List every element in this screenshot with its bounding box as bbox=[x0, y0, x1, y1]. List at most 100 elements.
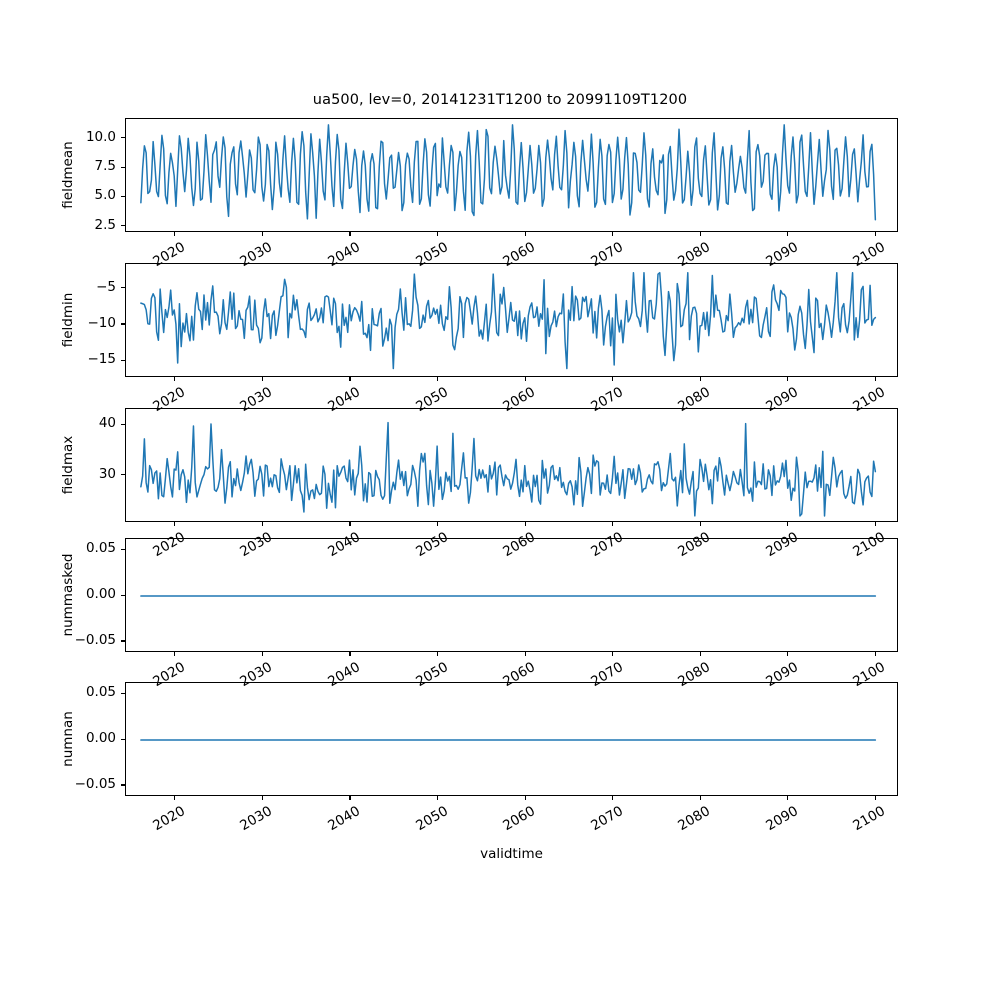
subplot-fieldmax bbox=[125, 408, 898, 522]
y-tick-mark bbox=[121, 640, 125, 642]
y-tick-label: 0.05 bbox=[85, 684, 116, 701]
x-tick-mark bbox=[699, 232, 701, 236]
x-tick-mark bbox=[699, 522, 701, 526]
series-line-fieldmax bbox=[140, 421, 877, 517]
x-tick-label: 2080 bbox=[675, 803, 714, 835]
x-tick-mark bbox=[174, 377, 176, 381]
subplot-fieldmean bbox=[125, 118, 898, 232]
y-tick-mark bbox=[121, 323, 125, 325]
x-tick-mark bbox=[349, 232, 351, 236]
x-tick-mark bbox=[787, 232, 789, 236]
y-axis-label-nummasked: nummasked bbox=[60, 553, 76, 637]
x-tick-mark bbox=[437, 796, 439, 800]
x-tick-mark bbox=[437, 522, 439, 526]
y-tick-label: 10.0 bbox=[85, 128, 116, 145]
subplot-numnan bbox=[125, 682, 898, 796]
x-tick-mark bbox=[174, 522, 176, 526]
y-tick-mark bbox=[121, 594, 125, 596]
x-tick-mark bbox=[174, 232, 176, 236]
y-tick-label: −10 bbox=[87, 314, 117, 331]
x-tick-mark bbox=[612, 377, 614, 381]
x-tick-mark bbox=[261, 796, 264, 800]
y-axis-label-fieldmin: fieldmin bbox=[60, 292, 76, 348]
x-tick-mark bbox=[787, 652, 789, 656]
x-tick-mark bbox=[524, 377, 526, 381]
x-tick-mark bbox=[349, 652, 351, 656]
x-tick-mark bbox=[261, 522, 264, 526]
y-tick-label: −0.05 bbox=[74, 775, 116, 792]
x-tick-mark bbox=[437, 652, 439, 656]
x-tick-mark bbox=[699, 377, 701, 381]
y-tick-label: 7.5 bbox=[94, 158, 116, 175]
y-tick-label: −15 bbox=[87, 351, 117, 368]
x-tick-mark bbox=[699, 652, 701, 656]
x-tick-mark bbox=[261, 652, 264, 656]
y-tick-mark bbox=[121, 137, 125, 139]
y-axis-label-fieldmax: fieldmax bbox=[60, 435, 76, 495]
x-tick-mark bbox=[612, 796, 614, 800]
subplot-fieldmin bbox=[125, 263, 898, 377]
x-tick-mark bbox=[524, 232, 526, 236]
x-tick-label: 2040 bbox=[325, 803, 363, 835]
y-tick-mark bbox=[121, 166, 125, 168]
y-tick-mark bbox=[121, 287, 125, 289]
x-tick-mark bbox=[787, 522, 789, 526]
x-tick-mark bbox=[261, 232, 264, 236]
x-tick-mark bbox=[349, 522, 351, 526]
x-tick-mark bbox=[524, 652, 526, 656]
x-tick-label: 2100 bbox=[850, 803, 889, 835]
x-tick-mark bbox=[437, 232, 439, 236]
y-tick-mark bbox=[121, 423, 125, 425]
y-tick-mark bbox=[121, 195, 125, 197]
y-tick-label: 30 bbox=[98, 465, 116, 482]
x-tick-mark bbox=[261, 377, 264, 381]
y-tick-label: 0.00 bbox=[85, 730, 116, 746]
y-tick-mark bbox=[121, 784, 125, 786]
x-tick-mark bbox=[874, 796, 876, 800]
series-line-fieldmin bbox=[140, 271, 877, 370]
series-line-nummasked bbox=[140, 595, 877, 597]
subplot-nummasked bbox=[125, 538, 898, 652]
x-tick-mark bbox=[612, 652, 614, 656]
x-tick-mark bbox=[437, 377, 439, 381]
series-line-fieldmean bbox=[140, 124, 877, 221]
x-tick-mark bbox=[874, 522, 876, 526]
x-tick-mark bbox=[349, 796, 351, 800]
x-tick-mark bbox=[787, 377, 789, 381]
x-tick-label: 2030 bbox=[237, 803, 276, 835]
x-axis-label: validtime bbox=[480, 846, 543, 862]
y-axis-label-fieldmean: fieldmean bbox=[60, 141, 76, 209]
x-tick-mark bbox=[174, 796, 176, 800]
y-axis-label-numnan: numnan bbox=[60, 711, 76, 767]
y-tick-label: 5.0 bbox=[94, 187, 116, 204]
y-tick-label: 40 bbox=[98, 415, 116, 432]
x-tick-mark bbox=[174, 652, 176, 656]
y-tick-label: 2.5 bbox=[94, 216, 116, 233]
x-tick-mark bbox=[612, 232, 614, 236]
x-tick-label: 2050 bbox=[412, 803, 451, 835]
y-tick-mark bbox=[121, 738, 125, 740]
x-tick-mark bbox=[524, 796, 526, 800]
x-tick-mark bbox=[874, 652, 876, 656]
x-tick-mark bbox=[874, 377, 876, 381]
y-tick-label: 0.00 bbox=[85, 586, 116, 602]
x-tick-label: 2060 bbox=[500, 803, 539, 835]
series-line-numnan bbox=[140, 739, 877, 741]
x-tick-mark bbox=[612, 522, 614, 526]
y-tick-label: 0.05 bbox=[85, 540, 116, 557]
x-tick-mark bbox=[874, 232, 876, 236]
y-tick-label: −0.05 bbox=[74, 631, 116, 648]
x-tick-mark bbox=[787, 796, 789, 800]
y-tick-mark bbox=[121, 359, 125, 361]
x-tick-mark bbox=[699, 796, 701, 800]
x-tick-label: 2020 bbox=[150, 803, 188, 835]
x-tick-mark bbox=[524, 522, 526, 526]
y-tick-label: −5 bbox=[96, 278, 116, 295]
y-tick-mark bbox=[121, 225, 125, 227]
x-tick-label: 2070 bbox=[587, 803, 626, 835]
x-tick-label: 2090 bbox=[762, 803, 801, 835]
x-tick-mark bbox=[349, 377, 351, 381]
y-tick-mark bbox=[121, 548, 125, 550]
figure-title: ua500, lev=0, 20141231T1200 to 20991109T… bbox=[312, 92, 688, 108]
